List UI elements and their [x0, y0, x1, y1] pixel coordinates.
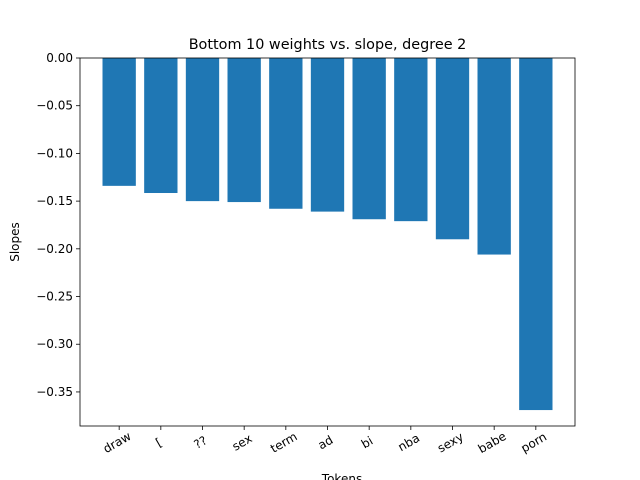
bar [102, 58, 136, 186]
x-tick-label: term [268, 429, 300, 455]
y-tick-label: −0.25 [36, 290, 73, 304]
y-tick-label: −0.05 [36, 99, 73, 113]
bar [227, 58, 261, 203]
x-tick-label: porn [519, 430, 550, 456]
chart-title: Bottom 10 weights vs. slope, degree 2 [189, 37, 467, 53]
y-tick-label: −0.30 [36, 337, 73, 351]
bar [519, 58, 553, 411]
y-tick-label: 0.00 [46, 51, 73, 65]
bar [477, 58, 511, 255]
x-tick-label: [ [153, 435, 164, 449]
y-tick-label: −0.10 [36, 146, 73, 160]
x-axis-label: Tokens [321, 472, 362, 480]
bar [352, 58, 386, 220]
bar [144, 58, 178, 194]
plot-frame [79, 57, 576, 427]
y-tick-label: −0.15 [36, 194, 73, 208]
x-tick-label: babe [476, 429, 509, 456]
y-tick-label: −0.35 [36, 385, 73, 399]
bar [394, 58, 428, 222]
bar [435, 58, 470, 240]
y-axis-label: Slopes [8, 222, 22, 262]
x-tick-label: nba [396, 431, 423, 454]
bar [185, 58, 220, 202]
bar [310, 58, 345, 212]
x-tick-label: draw [101, 429, 134, 456]
x-tick-label: sex [230, 431, 255, 453]
x-tick-label: bi [359, 434, 375, 452]
x-tick-label: ad [316, 433, 336, 453]
y-tick-label: −0.20 [36, 242, 73, 256]
x-tick-label: sexy [435, 430, 466, 456]
x-tick-label: ?? [191, 433, 209, 451]
bar [269, 58, 303, 209]
